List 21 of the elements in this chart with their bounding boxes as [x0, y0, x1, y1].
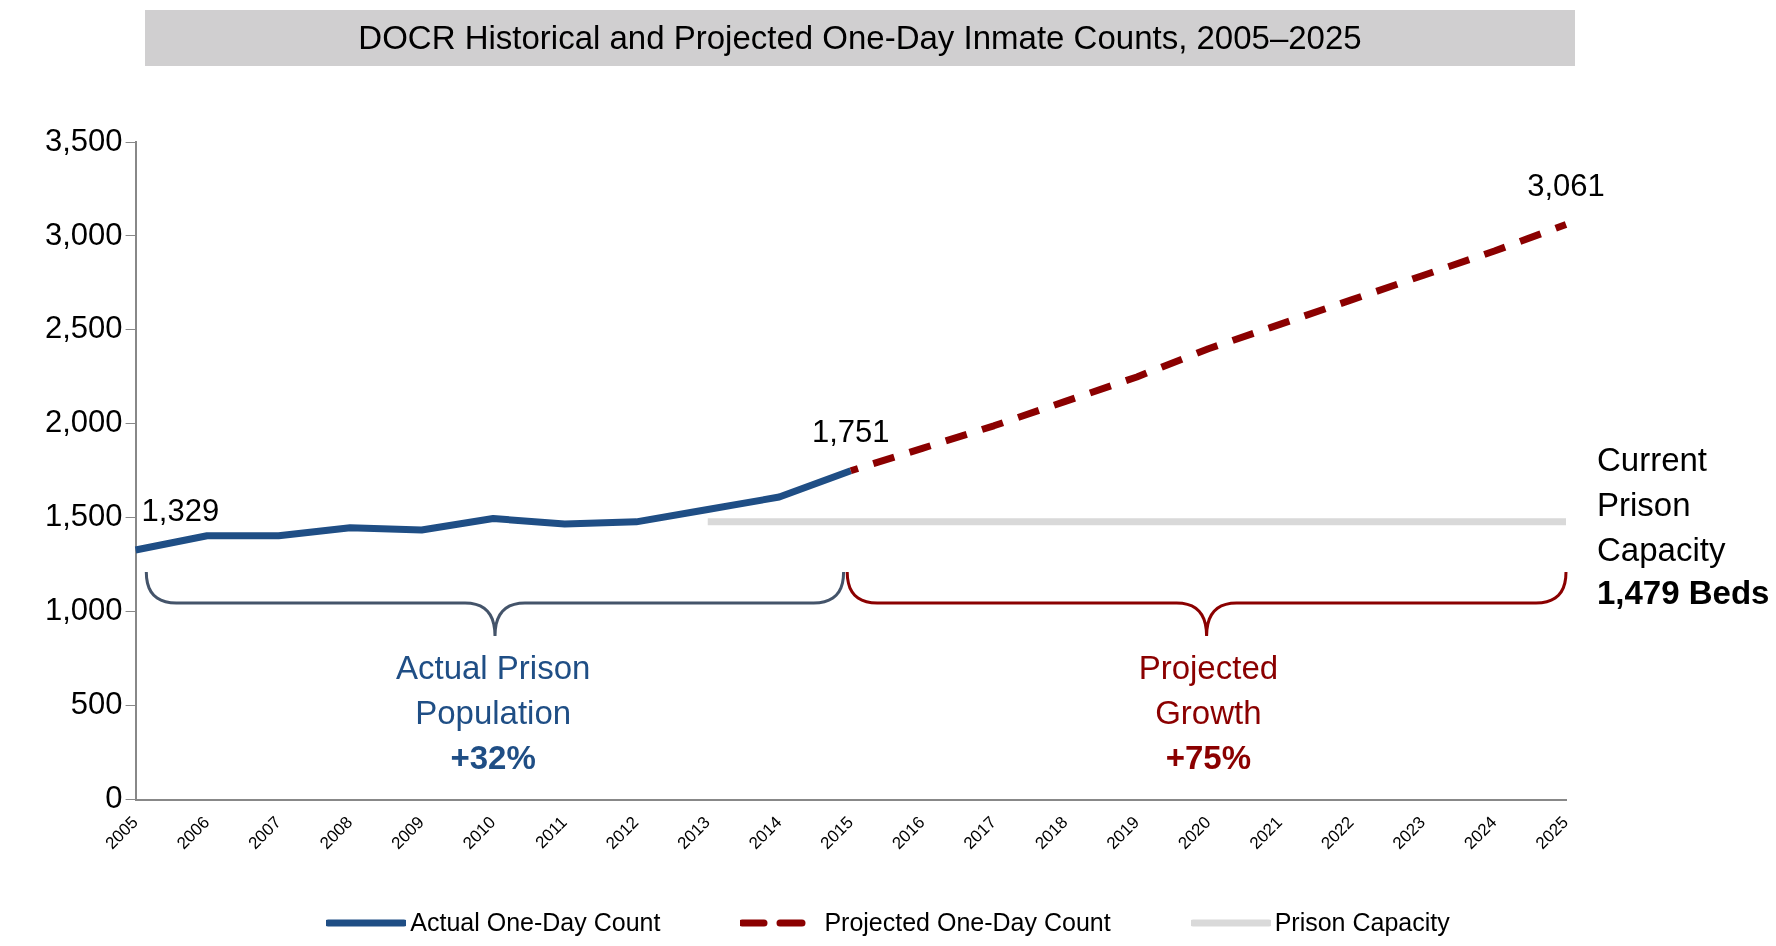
data-label: 1,329: [141, 493, 220, 529]
y-tick-label: 3,500: [45, 122, 123, 158]
legend-label: Prison Capacity: [1274, 908, 1450, 937]
y-tick-label: 1,000: [45, 592, 123, 628]
annotation: 1,479 Beds: [1597, 572, 1771, 613]
annotation: +75%: [1164, 738, 1253, 778]
y-tick-label: 0: [105, 780, 123, 816]
y-tick-label: 500: [70, 686, 123, 722]
chart-title: DOCR Historical and Projected One-Day Inmate Counts, 2005–2025: [145, 10, 1575, 66]
data-label: 1,751: [812, 413, 890, 449]
y-tick-label: 2,000: [45, 404, 123, 440]
y-tick-label: 2,500: [45, 310, 123, 346]
y-tick-label: 3,000: [45, 216, 123, 252]
legend-label: Projected One-Day Count: [824, 908, 1111, 937]
annotation: Current Prison Capacity: [1597, 439, 1727, 570]
legend-label: Actual One-Day Count: [410, 908, 661, 937]
y-tick-label: 1,500: [45, 498, 123, 534]
data-label: 3,061: [1527, 167, 1605, 203]
annotation: Projected Growth: [1137, 648, 1280, 733]
annotation: Actual Prison Population: [394, 648, 592, 733]
annotation: +32%: [449, 738, 537, 778]
